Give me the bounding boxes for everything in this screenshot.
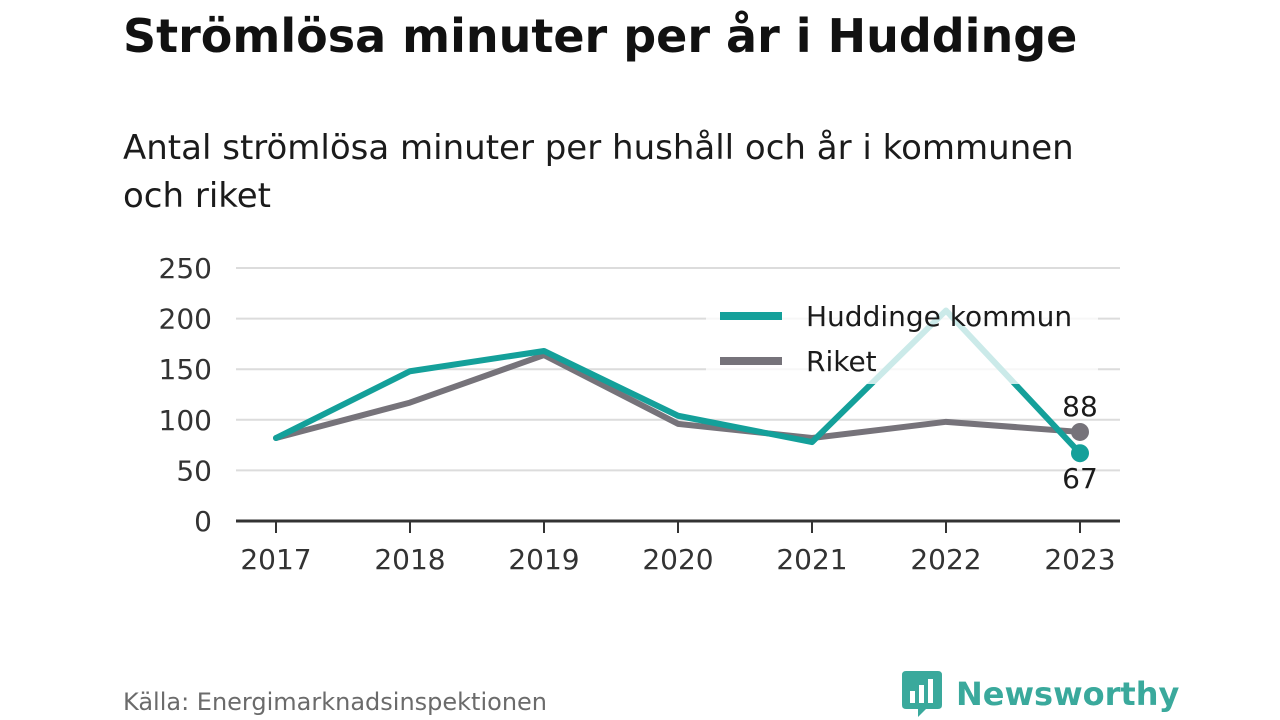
legend-background xyxy=(706,292,1098,384)
line-chart: 0 50 100 150 200 250 2017 2018 2019 2020 2021 2022… xyxy=(159,252,1120,576)
x-tick-label: 2021 xyxy=(776,543,847,576)
data-labels: 88 67 xyxy=(1062,390,1098,495)
end-point-riket xyxy=(1071,422,1089,441)
y-axis-ticks: 0 50 100 150 200 250 xyxy=(159,252,212,538)
bar-chart-speech-bubble-icon xyxy=(902,671,942,717)
y-tick-label: 100 xyxy=(159,404,212,437)
x-tick-label: 2017 xyxy=(240,543,311,576)
end-label-riket: 88 xyxy=(1062,390,1098,423)
x-axis-ticks: 2017 2018 2019 2020 2021 2022 2023 xyxy=(240,543,1115,576)
end-label-huddinge-kommun: 67 xyxy=(1062,462,1098,495)
y-tick-label: 0 xyxy=(194,505,212,538)
chart-subtitle: Antal strömlösa minuter per hushåll och … xyxy=(123,128,1074,216)
brand-logo: Newsworthy xyxy=(902,670,1179,718)
x-tick-label: 2020 xyxy=(642,543,713,576)
source-note: Källa: Energimarknadsinspektionen xyxy=(123,688,548,716)
end-point-huddinge-kommun xyxy=(1071,444,1089,463)
legend-label: Huddinge kommun xyxy=(806,300,1072,333)
chart-title: Strömlösa minuter per år i Huddinge xyxy=(123,9,1078,63)
x-tick-label: 2019 xyxy=(508,543,579,576)
y-tick-label: 250 xyxy=(159,252,212,285)
brand-name: Newsworthy xyxy=(956,675,1180,713)
legend-label: Riket xyxy=(806,345,877,378)
legend: Huddinge kommun Riket xyxy=(706,292,1098,384)
y-tick-label: 150 xyxy=(159,353,212,386)
y-tick-label: 200 xyxy=(159,303,212,336)
x-axis xyxy=(236,519,1120,533)
series-line-riket xyxy=(273,352,1083,442)
x-tick-label: 2022 xyxy=(910,543,981,576)
x-tick-label: 2018 xyxy=(374,543,445,576)
x-tick-label: 2023 xyxy=(1044,543,1115,576)
y-tick-label: 50 xyxy=(176,454,212,487)
